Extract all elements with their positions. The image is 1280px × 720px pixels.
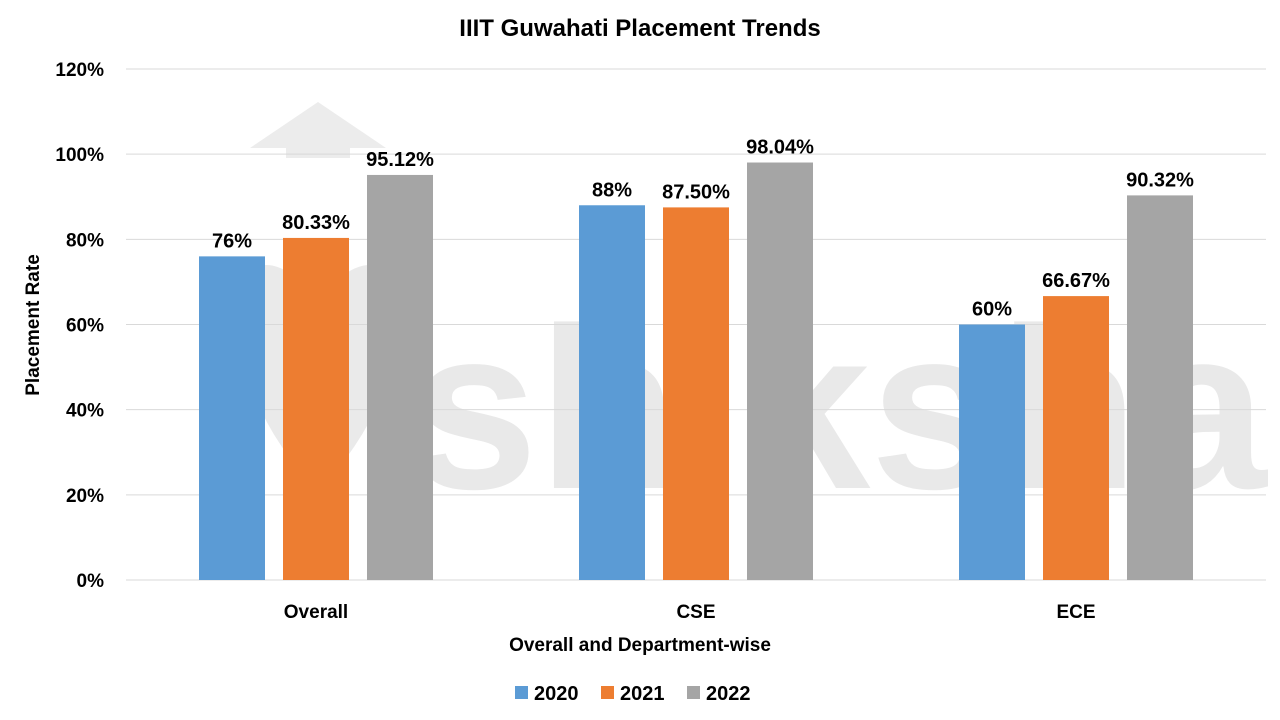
- y-tick-label: 80%: [66, 230, 104, 251]
- bar-ece-2022: [1127, 195, 1193, 580]
- data-label: 95.12%: [366, 149, 434, 171]
- bar-ece-2020: [959, 324, 1025, 580]
- bar-cse-2022: [747, 162, 813, 580]
- y-tick-label: 40%: [66, 401, 104, 422]
- watermark: shiksha: [228, 102, 1269, 537]
- data-labels: 76% 80.33% 95.12% 88% 87.50% 98.04% 60% 66.67% 9…: [212, 137, 1194, 321]
- y-tick-label: 120%: [55, 60, 104, 81]
- legend-swatch-2022: [687, 686, 700, 699]
- x-category-label: CSE: [676, 602, 715, 623]
- y-tick-label: 100%: [55, 145, 104, 166]
- bar-ece-2021: [1043, 296, 1109, 580]
- bars: [199, 162, 1193, 581]
- y-tick-label: 20%: [66, 486, 104, 507]
- legend-label: 2022: [706, 683, 751, 705]
- legend: 2020 2021 2022: [515, 683, 751, 705]
- y-tick-label: 60%: [66, 316, 104, 337]
- bar-overall-2020: [199, 256, 265, 580]
- data-label: 66.67%: [1042, 270, 1110, 292]
- y-tick-label: 0%: [77, 571, 105, 592]
- y-axis-ticks: 0% 20% 40% 60% 80% 100% 120%: [55, 60, 104, 592]
- y-axis-label: Placement Rate: [23, 254, 44, 396]
- chart-title: IIIT Guwahati Placement Trends: [459, 15, 820, 42]
- watermark-text: shiksha: [410, 280, 1269, 537]
- x-category-label: ECE: [1056, 602, 1095, 623]
- data-label: 76%: [212, 230, 252, 252]
- bar-overall-2021: [283, 237, 349, 580]
- data-label: 90.32%: [1126, 169, 1194, 191]
- data-label: 60%: [972, 299, 1012, 321]
- x-category-label: Overall: [284, 602, 348, 623]
- x-axis-label: Overall and Department-wise: [509, 635, 771, 656]
- bar-cse-2021: [663, 207, 729, 581]
- data-label: 80.33%: [282, 212, 350, 234]
- legend-swatch-2021: [601, 686, 614, 699]
- bar-cse-2020: [579, 205, 645, 580]
- legend-swatch-2020: [515, 686, 528, 699]
- legend-label: 2021: [620, 683, 665, 705]
- legend-label: 2020: [534, 683, 579, 705]
- x-axis-categories: Overall CSE ECE: [284, 602, 1096, 623]
- data-label: 88%: [592, 179, 632, 201]
- data-label: 87.50%: [662, 181, 730, 203]
- bar-overall-2022: [367, 174, 433, 580]
- data-label: 98.04%: [746, 137, 814, 159]
